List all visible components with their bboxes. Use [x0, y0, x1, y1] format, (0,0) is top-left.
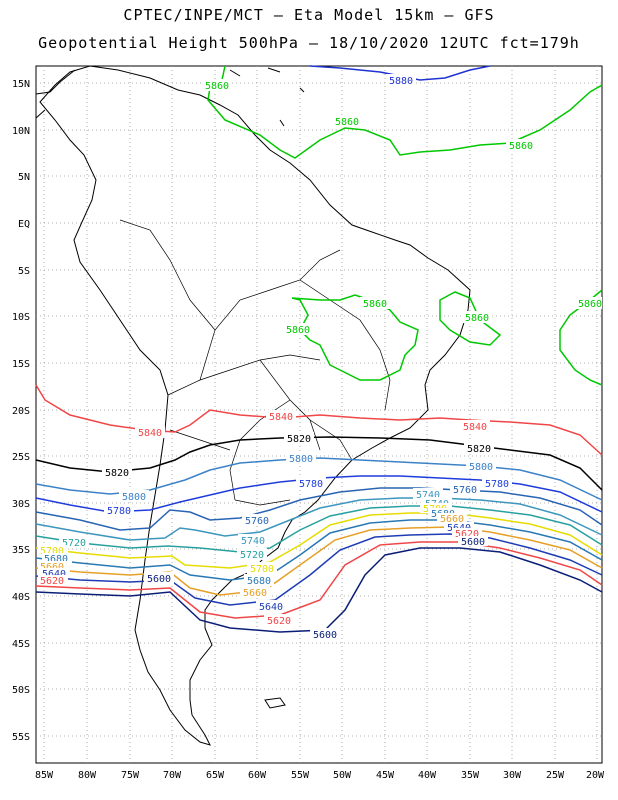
- contour-5720: [35, 505, 603, 553]
- lon-label: 50W: [333, 770, 352, 781]
- lon-label: 30W: [503, 770, 522, 781]
- contour-label: 5620: [40, 576, 64, 587]
- contour-label: 5780: [107, 506, 131, 517]
- contour-label: 5820: [287, 434, 311, 445]
- lon-label: 35W: [461, 770, 480, 781]
- falkland-islands: [264, 697, 286, 709]
- lat-label: 5N: [18, 172, 30, 183]
- contour-5620: [35, 541, 603, 619]
- contour-label: 5760: [453, 485, 477, 496]
- contour-label: 5860: [286, 325, 310, 336]
- graticule: [36, 66, 602, 763]
- contour-label: 5640: [42, 569, 66, 580]
- lat-label: 50S: [12, 685, 30, 696]
- lon-label: 25W: [546, 770, 565, 781]
- contour-label: 5840: [463, 422, 487, 433]
- contour-label: 5700: [250, 564, 274, 575]
- lat-label: 40S: [12, 592, 30, 603]
- lon-label: 85W: [35, 770, 54, 781]
- contour-label: 5700: [40, 546, 64, 557]
- contour-label: 5720: [62, 538, 86, 549]
- contour-label: 5760: [245, 516, 269, 527]
- contour-label: 5620: [455, 529, 479, 540]
- contour-5820: [35, 436, 603, 491]
- contour-label: 5680: [44, 554, 68, 565]
- contour-label: 5780: [299, 479, 323, 490]
- contour-5760: [35, 487, 603, 531]
- lon-label: 60W: [248, 770, 267, 781]
- lon-label: 45W: [376, 770, 395, 781]
- lat-label: 55S: [12, 732, 30, 743]
- lat-label: 15N: [12, 79, 30, 90]
- contour-label: 5740: [416, 490, 440, 501]
- lat-label: 30S: [12, 499, 30, 510]
- contour-label: 5860: [335, 117, 359, 128]
- contour-5600: [35, 547, 603, 633]
- central-america-coast: [35, 69, 76, 119]
- contour-label: 5860: [509, 141, 533, 152]
- lon-axis: 85W 80W 75W 70W 65W 60W 55W 50W 45W 40W …: [35, 770, 605, 781]
- lat-label: 45S: [12, 639, 30, 650]
- contour-label: 5600: [147, 574, 171, 585]
- contour-label: 5600: [461, 537, 485, 548]
- lon-label: 20W: [586, 770, 605, 781]
- contour-label: 5640: [259, 602, 283, 613]
- contour-label: 5800: [122, 492, 146, 503]
- contour-label: 5780: [485, 479, 509, 490]
- contour-label: 5880: [389, 76, 413, 87]
- lat-label: 25S: [12, 452, 30, 463]
- lon-label: 40W: [418, 770, 437, 781]
- contour-label: 5800: [469, 462, 493, 473]
- title-line-1: CPTEC/INPE/MCT – Eta Model 15km – GFS: [123, 6, 495, 24]
- contour-label: 5820: [105, 468, 129, 479]
- lat-label: 20S: [12, 406, 30, 417]
- contour-label: 5860: [205, 81, 229, 92]
- contour-label: 5800: [289, 454, 313, 465]
- lon-label: 80W: [78, 770, 97, 781]
- contour-label: 5720: [240, 550, 264, 561]
- lat-label: 15S: [12, 359, 30, 370]
- contour-labels: 5880 5860 5860 5860 5860 5860 5860 5860 …: [38, 74, 602, 641]
- lon-label: 65W: [206, 770, 225, 781]
- lon-label: 75W: [121, 770, 140, 781]
- contour-5680: [35, 519, 603, 581]
- title-line-2: Geopotential Height 500hPa – 18/10/2020 …: [38, 34, 580, 52]
- lon-label: 70W: [163, 770, 182, 781]
- contour-label: 5860: [578, 299, 602, 310]
- contour-label: 5600: [313, 630, 337, 641]
- contour-label: 5740: [241, 536, 265, 547]
- lat-axis: 15N 10N 5N EQ 5S 10S 15S 20S 25S 30S 35S…: [12, 79, 30, 743]
- contour-label: 5820: [467, 444, 491, 455]
- contour-5700: [35, 512, 603, 569]
- contour-label: 5660: [440, 514, 464, 525]
- contour-label: 5660: [243, 588, 267, 599]
- contour-5880: [309, 65, 491, 81]
- contour-label: 5840: [269, 412, 293, 423]
- lat-label: 5S: [18, 266, 30, 277]
- contour-label: 5680: [247, 576, 271, 587]
- contour-label: 5860: [363, 299, 387, 310]
- lat-label: 10S: [12, 312, 30, 323]
- contour-label: 5860: [465, 313, 489, 324]
- contour-label: 5840: [138, 428, 162, 439]
- contour-label: 5620: [267, 616, 291, 627]
- contour-label: 5660: [40, 562, 64, 573]
- lat-label: EQ: [18, 219, 30, 230]
- contour-5740: [35, 497, 603, 541]
- contour-5860-north: [207, 65, 603, 159]
- lon-label: 55W: [291, 770, 310, 781]
- lat-label: 35S: [12, 545, 30, 556]
- caribbean-islands: [229, 67, 305, 127]
- lat-label: 10N: [12, 126, 30, 137]
